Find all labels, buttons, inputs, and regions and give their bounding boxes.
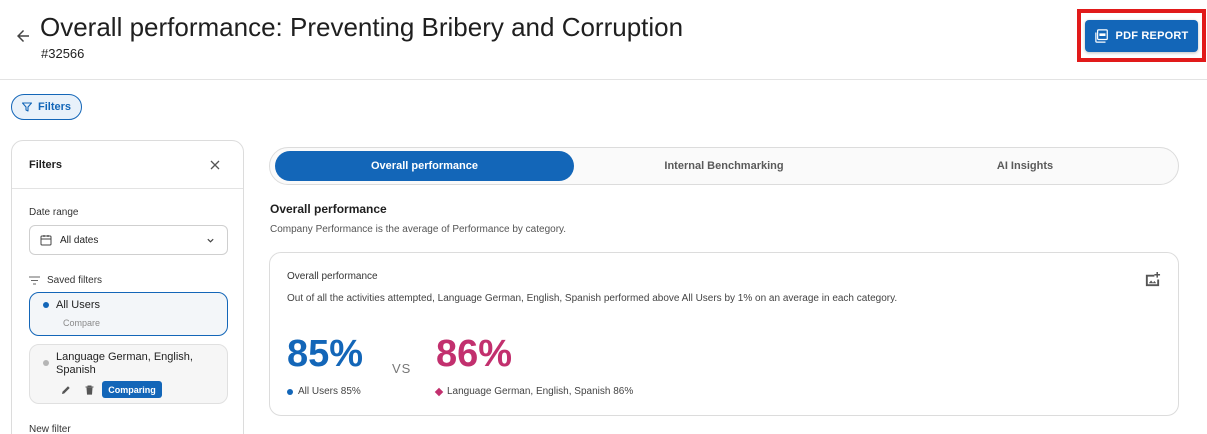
tab-internal-benchmarking[interactable]: Internal Benchmarking	[664, 160, 784, 172]
new-filter-label: New filter	[29, 424, 71, 434]
date-range-label: Date range	[29, 207, 79, 218]
page-id: #32566	[41, 46, 85, 61]
chevron-down-icon	[207, 238, 214, 243]
legend-all-users: All Users 85%	[287, 386, 361, 397]
comparing-badge: Comparing	[102, 381, 162, 398]
filters-panel-title: Filters	[29, 159, 63, 171]
filter-icon	[21, 102, 32, 112]
saved-filter-all-users[interactable]: All Users Compare	[29, 292, 228, 336]
back-arrow-icon[interactable]	[14, 27, 32, 45]
legend-all-users-text: All Users 85%	[298, 386, 361, 397]
calendar-icon	[40, 235, 52, 246]
score-language: 86%	[436, 333, 513, 375]
compare-link[interactable]: Compare	[63, 318, 101, 328]
filters-chip-label: Filters	[37, 101, 71, 113]
tab-ai-insights[interactable]: AI Insights	[996, 160, 1054, 172]
saved-filters-heading: Saved filters	[29, 275, 102, 286]
tab-bar: Overall performance Internal Benchmarkin…	[269, 147, 1179, 185]
pdf-report-button[interactable]: PDF REPORT	[1085, 20, 1198, 52]
score-all-users: 85%	[287, 333, 364, 375]
legend-language: Language German, English, Spanish 86%	[434, 386, 634, 397]
section-subtitle: Company Performance is the average of Pe…	[270, 224, 567, 235]
filters-panel-header: Filters	[12, 141, 243, 189]
page-header: Overall performance: Preventing Bribery …	[0, 0, 1207, 80]
vs-label: VS	[392, 361, 412, 376]
pdf-icon	[1094, 29, 1108, 43]
saved-filter-name: All Users	[56, 299, 101, 311]
saved-filters-label: Saved filters	[47, 275, 103, 286]
saved-filter-name: Language German, English, Spanish	[56, 351, 193, 376]
selected-dot	[43, 302, 49, 308]
overall-performance-card: Overall performance Out of all the activ…	[269, 252, 1179, 416]
diamond-marker-icon	[434, 387, 444, 396]
card-title: Overall performance	[287, 271, 378, 282]
filters-toggle-button[interactable]: Filters	[11, 94, 82, 120]
saved-filter-language[interactable]: Language German, English, Spanish Compar…	[29, 344, 228, 404]
trash-icon[interactable]	[85, 385, 94, 395]
close-icon[interactable]	[209, 159, 221, 171]
card-description: Out of all the activities attempted, Lan…	[287, 293, 898, 304]
sort-lines-icon	[29, 276, 40, 285]
date-range-value: All dates	[60, 234, 99, 246]
circle-marker-icon	[287, 388, 293, 395]
highlight-box	[1077, 9, 1206, 62]
filters-panel: Filters Date range All dates Saved filte…	[11, 140, 244, 434]
legend-language-text: Language German, English, Spanish 86%	[447, 386, 634, 397]
section-title: Overall performance	[270, 202, 387, 216]
status-dot	[43, 360, 49, 366]
add-image-icon[interactable]	[1144, 271, 1161, 288]
date-range-select[interactable]: All dates	[29, 225, 228, 255]
tab-overall-performance[interactable]: Overall performance	[275, 151, 574, 181]
page-title: Overall performance: Preventing Bribery …	[40, 12, 684, 42]
pdf-report-label: PDF REPORT	[1115, 30, 1189, 42]
edit-icon[interactable]	[61, 385, 71, 395]
